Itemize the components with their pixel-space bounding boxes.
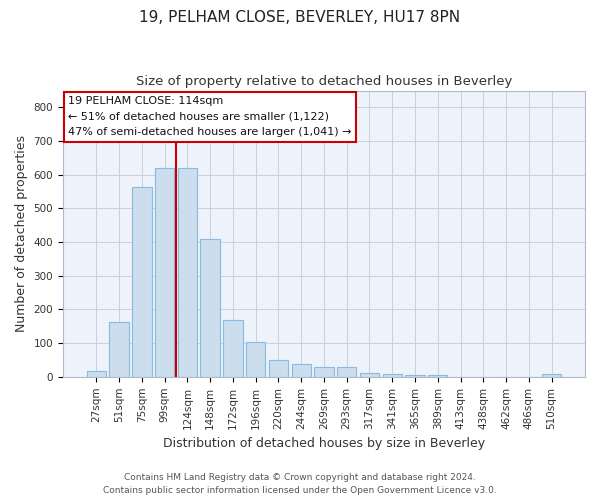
Bar (314, 366, 334, 377)
Bar (337, 366, 356, 377)
Bar (223, 320, 242, 377)
Text: Contains HM Land Registry data © Crown copyright and database right 2024.
Contai: Contains HM Land Registry data © Crown c… (103, 473, 497, 495)
Bar (383, 374, 402, 377)
Bar (428, 375, 448, 377)
Text: 19 PELHAM CLOSE: 114sqm
← 51% of detached houses are smaller (1,122)
47% of semi: 19 PELHAM CLOSE: 114sqm ← 51% of detache… (68, 96, 352, 138)
Bar (200, 238, 220, 377)
X-axis label: Distribution of detached houses by size in Beverley: Distribution of detached houses by size … (163, 437, 485, 450)
Bar (246, 342, 265, 377)
Bar (360, 373, 379, 377)
Y-axis label: Number of detached properties: Number of detached properties (15, 135, 28, 332)
Bar (86, 371, 106, 377)
Bar (132, 187, 152, 377)
Bar (542, 374, 561, 377)
Bar (269, 360, 288, 377)
Bar (109, 322, 129, 377)
Bar (292, 364, 311, 377)
Bar (178, 168, 197, 377)
Text: 19, PELHAM CLOSE, BEVERLEY, HU17 8PN: 19, PELHAM CLOSE, BEVERLEY, HU17 8PN (139, 10, 461, 25)
Bar (406, 375, 425, 377)
Bar (155, 168, 174, 377)
Title: Size of property relative to detached houses in Beverley: Size of property relative to detached ho… (136, 75, 512, 88)
